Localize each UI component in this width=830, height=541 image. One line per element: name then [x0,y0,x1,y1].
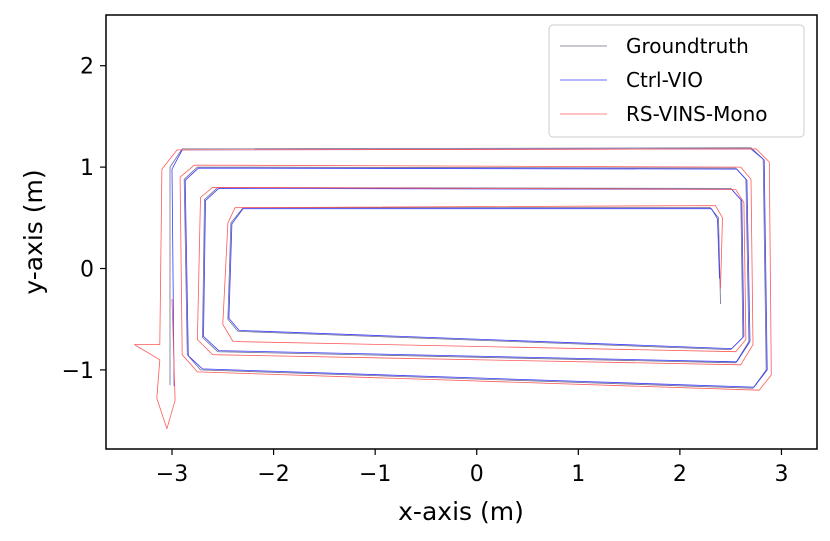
y-axis-label: y-axis (m) [19,169,48,294]
y-tick-label: 2 [80,55,94,80]
y-tick-label: 0 [80,258,94,283]
legend-label: RS-VINS-Mono [626,102,768,126]
series-line-groundtruth [169,147,767,389]
series-line-rs-vins-mono [134,148,772,430]
series-line-ctrl-vio [171,148,768,388]
x-tick-label: 0 [470,462,484,487]
legend-label: Ctrl-VIO [626,68,703,92]
x-tick-label: 2 [673,462,687,487]
x-tick-label: −3 [156,462,188,487]
x-tick-label: −1 [359,462,391,487]
x-tick-label: 1 [571,462,585,487]
y-tick-label: −1 [62,359,94,384]
legend-label: Groundtruth [626,34,749,58]
x-axis-label: x-axis (m) [398,497,524,526]
y-tick-label: 1 [80,156,94,181]
x-ticks: −3 −2 −1 0 1 2 3 [156,449,788,487]
series-layer [134,147,772,430]
legend-box [548,24,805,138]
y-ticks: −1 0 1 2 [62,55,106,384]
legend: Groundtruth Ctrl-VIO RS-VINS-Mono [548,24,805,138]
x-tick-label: 3 [774,462,788,487]
x-tick-label: −2 [257,462,289,487]
